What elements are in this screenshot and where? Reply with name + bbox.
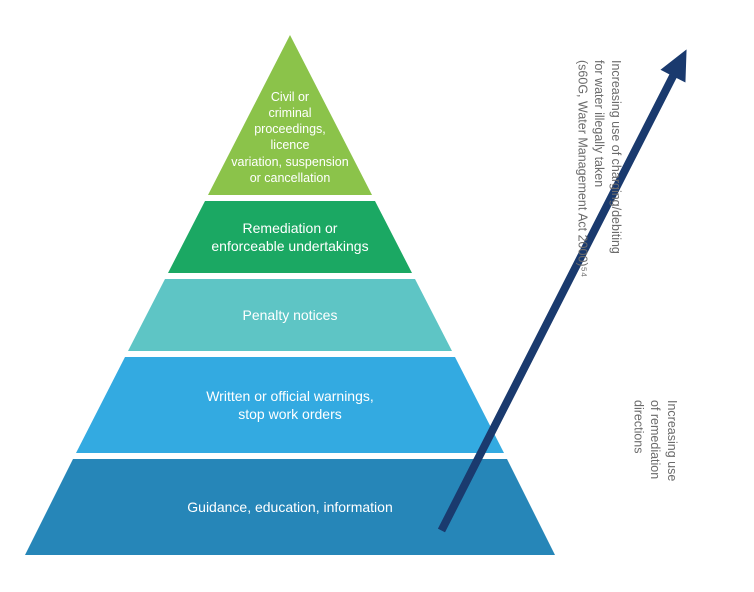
side-label-upper: Increasing use of charging/debiting for … — [573, 60, 624, 277]
pyramid-layer-label-1: Remediation or enforceable undertakings — [211, 219, 368, 255]
pyramid-layer-label-2: Penalty notices — [243, 306, 338, 324]
side-label-lower: Increasing use of remediation directions — [629, 400, 680, 481]
pyramid-layer-1: Remediation or enforceable undertakings — [25, 201, 555, 273]
pyramid-layer-label-0: Civil or criminal proceedings, licence v… — [231, 44, 348, 186]
pyramid-layer-label-3: Written or official warnings, stop work … — [206, 387, 374, 423]
pyramid-layer-0: Civil or criminal proceedings, licence v… — [25, 35, 555, 195]
pyramid-layer-label-4: Guidance, education, information — [187, 498, 392, 516]
pyramid-layer-2: Penalty notices — [25, 279, 555, 351]
